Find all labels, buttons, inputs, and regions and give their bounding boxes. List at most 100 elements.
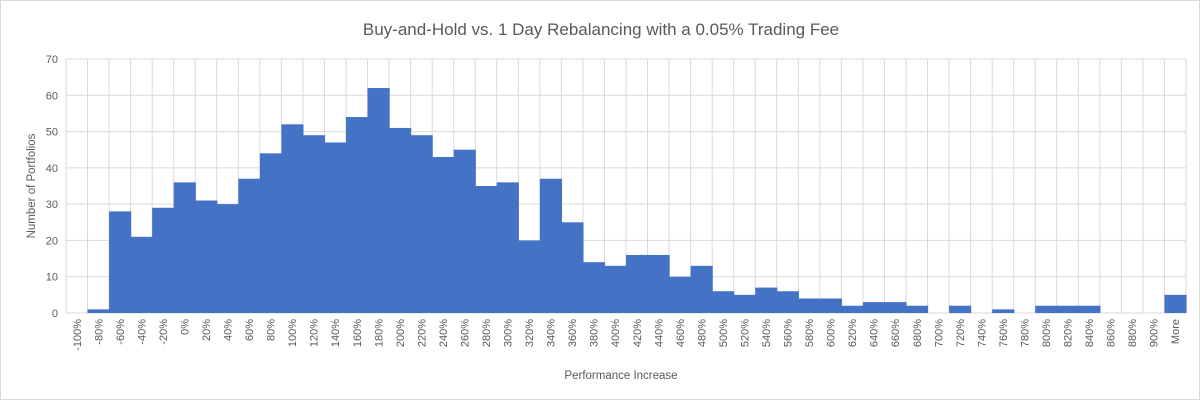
y-tick-labels: 0 10 20 30 40 50 60 70 xyxy=(46,54,58,320)
y-tick-label: 50 xyxy=(46,127,58,139)
x-tick-label: 180% xyxy=(373,319,385,347)
x-tick-label: 600% xyxy=(826,319,838,347)
bar-32 xyxy=(755,287,778,313)
x-tick-label: 720% xyxy=(955,319,967,347)
bar-46 xyxy=(1056,305,1079,313)
bar-14 xyxy=(367,88,390,314)
x-tick-label: 280% xyxy=(481,319,493,347)
x-tick-label: 360% xyxy=(567,319,579,347)
bar-23 xyxy=(561,222,584,313)
x-tick-label: 660% xyxy=(890,319,902,347)
x-tick-labels: -100% -80% -60% -40% -20% 0% 20% 40% 60% 80% 100% 1… xyxy=(72,319,1182,351)
x-tick-label: 40% xyxy=(223,319,235,341)
bar-17 xyxy=(432,156,455,313)
x-tick-label: 840% xyxy=(1084,319,1096,347)
x-tick-label: 560% xyxy=(783,319,795,347)
x-tick-label: 780% xyxy=(1019,319,1031,347)
x-tick-label: 460% xyxy=(675,319,687,347)
x-tick-label: -100% xyxy=(72,319,84,351)
x-axis-title: Performance Increase xyxy=(564,370,677,382)
x-tick-label: 200% xyxy=(395,319,407,347)
bar-5 xyxy=(173,182,196,313)
bar-21 xyxy=(518,240,541,313)
x-tick-label: 340% xyxy=(546,319,558,347)
bar-43 xyxy=(992,309,1015,313)
x-tick-label: 640% xyxy=(869,319,881,347)
x-tick-label: -80% xyxy=(93,319,105,345)
y-axis-title: Number of Portfolios xyxy=(26,133,38,238)
bar-10 xyxy=(281,124,304,313)
x-tick-label: 160% xyxy=(352,319,364,347)
x-tick-label: 100% xyxy=(287,319,299,347)
x-tick-label: -20% xyxy=(158,319,170,345)
x-tick-label: -60% xyxy=(115,319,127,345)
bar-39 xyxy=(906,305,929,313)
x-tick-label: 260% xyxy=(459,319,471,347)
y-tick-label: 40 xyxy=(46,163,58,175)
bar-34 xyxy=(798,298,821,313)
bar-11 xyxy=(302,135,326,313)
x-tick-label: 420% xyxy=(632,319,644,347)
x-tick-label: 240% xyxy=(438,319,450,347)
x-tick-label: 320% xyxy=(524,319,536,347)
bar-16 xyxy=(410,135,433,313)
x-tick-label: 300% xyxy=(503,319,515,347)
x-tick-label: -40% xyxy=(136,319,148,345)
x-tick-label: 620% xyxy=(847,319,859,347)
bar-26 xyxy=(626,254,649,313)
bar-45 xyxy=(1035,305,1058,313)
x-tick-label: 860% xyxy=(1106,319,1118,347)
x-tick-label: More xyxy=(1170,319,1182,344)
bar-36 xyxy=(841,305,864,313)
x-tick-label: 760% xyxy=(998,319,1010,347)
x-tick-label: 60% xyxy=(244,319,256,341)
x-tick-label: 500% xyxy=(718,319,730,347)
x-tick-label: 820% xyxy=(1063,319,1075,347)
y-tick-label: 70 xyxy=(46,54,58,66)
y-tick-label: 20 xyxy=(46,235,58,247)
x-tick-label: 680% xyxy=(912,319,924,347)
x-tick-label: 20% xyxy=(201,319,213,341)
x-tick-label: 900% xyxy=(1149,319,1161,347)
bar-41 xyxy=(949,305,972,313)
bar-9 xyxy=(259,153,282,313)
x-tick-label: 0% xyxy=(179,319,191,335)
bar-2 xyxy=(109,211,132,313)
bar-12 xyxy=(324,142,347,313)
bars xyxy=(87,88,1187,314)
bar-19 xyxy=(475,186,498,313)
bar-24 xyxy=(582,262,606,313)
x-tick-label: 880% xyxy=(1127,319,1139,347)
bar-6 xyxy=(195,200,218,313)
bar-1 xyxy=(87,309,110,313)
bar-31 xyxy=(733,294,756,313)
bar-8 xyxy=(238,178,261,313)
x-tick-label: 140% xyxy=(330,319,342,347)
x-tick-label: 380% xyxy=(589,319,601,347)
bar-20 xyxy=(496,182,519,313)
x-tick-label: 440% xyxy=(653,319,665,347)
y-tick-label: 10 xyxy=(46,272,58,284)
x-tick-label: 400% xyxy=(610,319,622,347)
y-tick-label: 0 xyxy=(52,308,58,320)
chart-title: Buy-and-Hold vs. 1 Day Rebalancing with … xyxy=(363,20,839,39)
x-tick-label: 540% xyxy=(761,319,773,347)
bar-30 xyxy=(712,291,735,313)
bar-15 xyxy=(389,127,412,313)
x-tick-label: 800% xyxy=(1041,319,1053,347)
x-tick-label: 520% xyxy=(739,319,751,347)
bar-29 xyxy=(690,265,713,313)
bar-38 xyxy=(884,302,907,313)
x-tick-label: 120% xyxy=(309,319,321,347)
bar-3 xyxy=(130,236,153,313)
bar-47 xyxy=(1078,305,1101,313)
x-tick-label: 700% xyxy=(933,319,945,347)
bar-51 xyxy=(1164,294,1187,313)
x-tick-label: 480% xyxy=(696,319,708,347)
bar-35 xyxy=(819,298,842,313)
bar-25 xyxy=(604,265,627,313)
bar-22 xyxy=(539,178,562,313)
x-tick-label: 220% xyxy=(416,319,428,347)
